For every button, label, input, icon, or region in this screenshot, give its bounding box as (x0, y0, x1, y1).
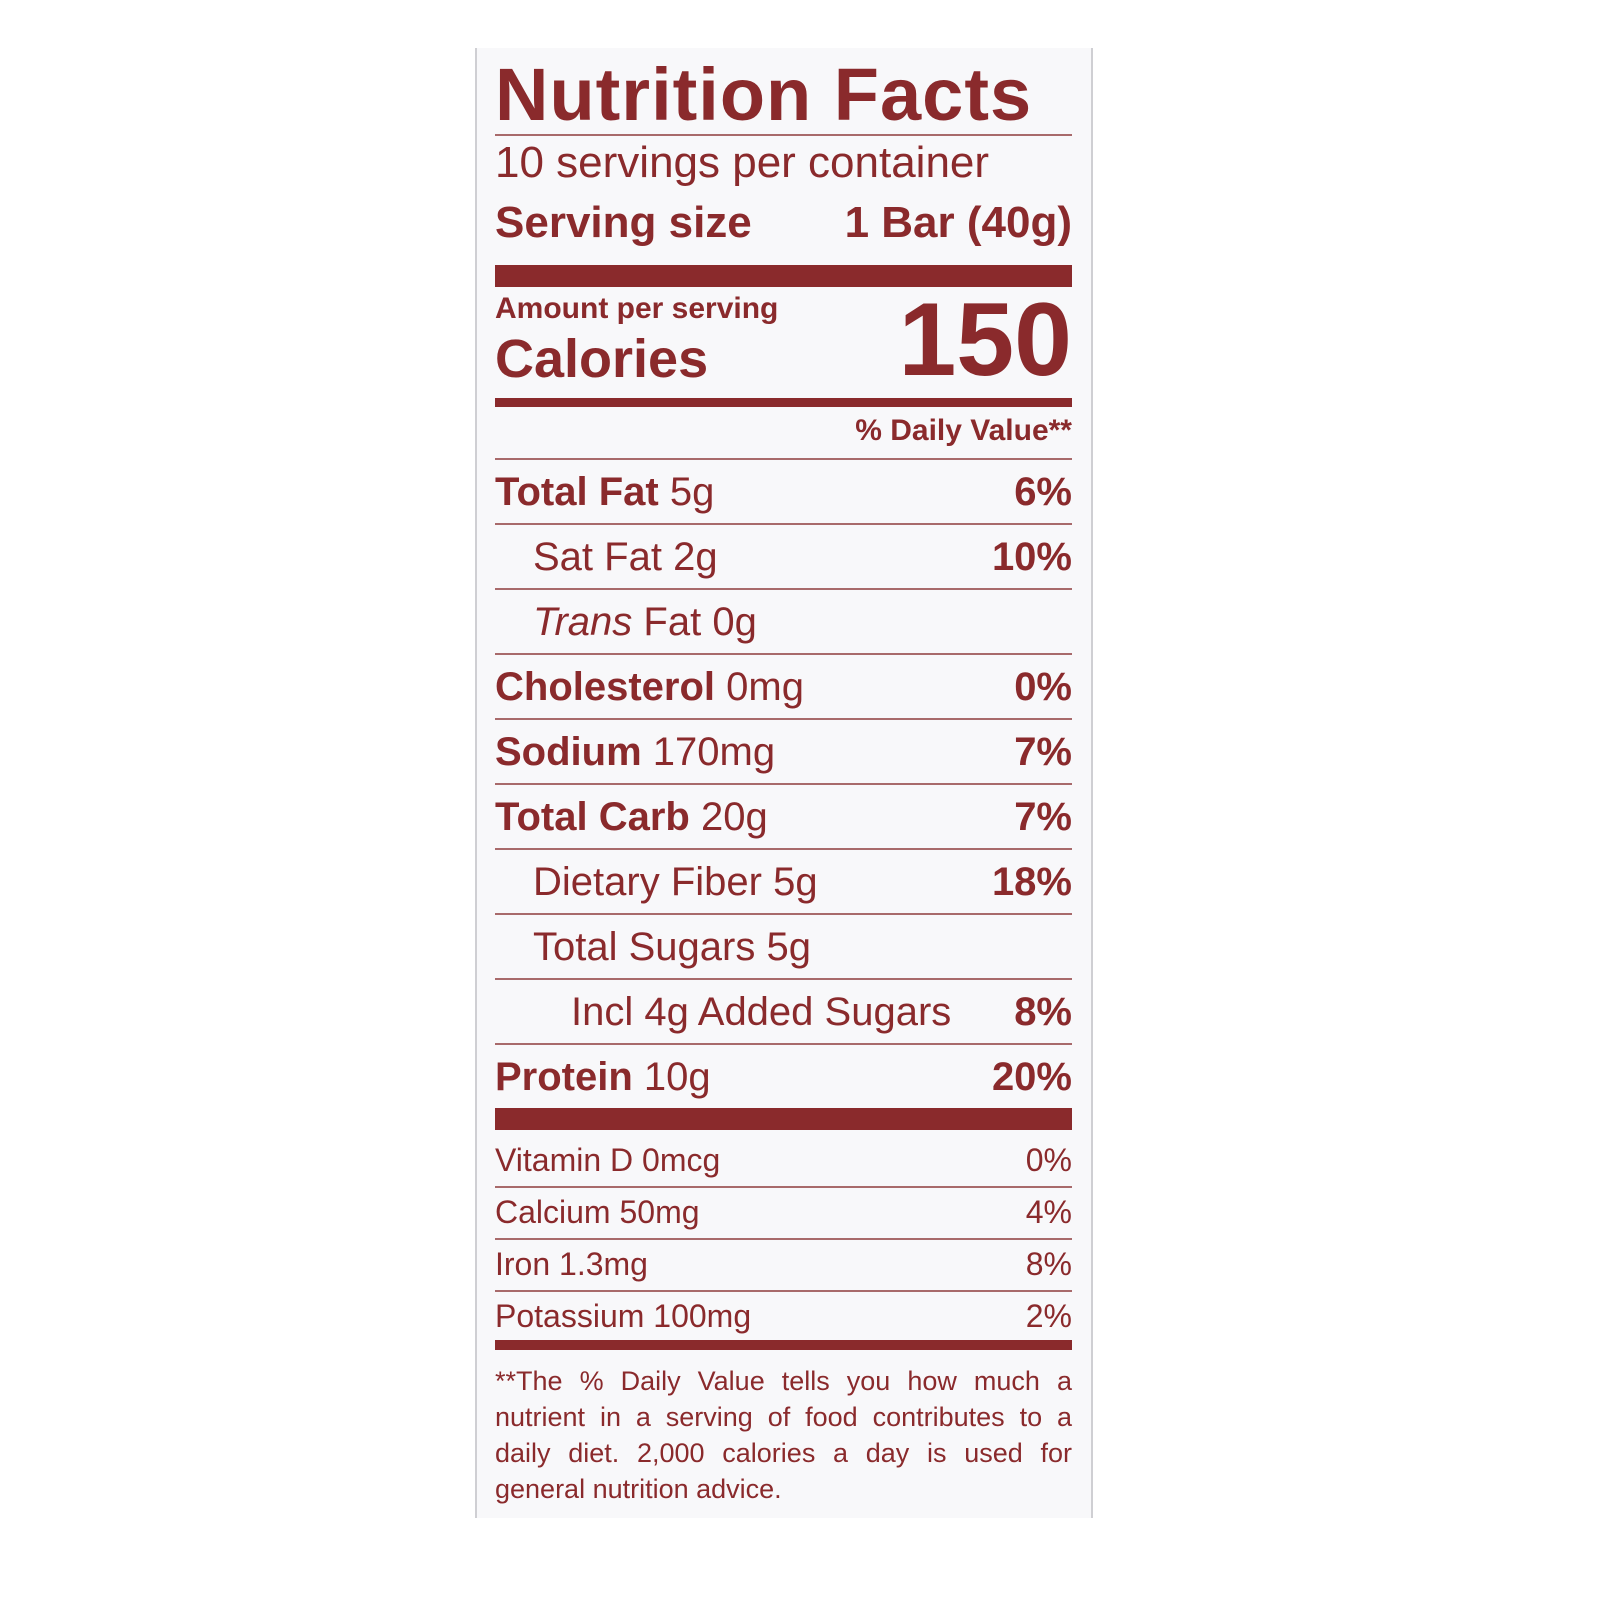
vitamin-daily-value: 4% (1025, 1193, 1072, 1230)
nutrient-amount: 170mg (652, 729, 776, 774)
nutrient-row: Total Carb 20g 7% (495, 787, 1072, 847)
nutrient-text: Dietary Fiber 5g (495, 860, 818, 905)
divider (495, 523, 1072, 525)
nutrient-daily-value: 20% (991, 1054, 1072, 1099)
thick-bar (495, 265, 1072, 287)
servings: 10 servings per container (495, 138, 990, 187)
divider (495, 978, 1072, 980)
medium-bar (495, 1340, 1072, 1350)
nutrient-name: Sat Fat (533, 534, 662, 579)
nutrient-row: Total Sugars 5g (495, 917, 1072, 977)
serving-size-row: Serving size 1 Bar (40g) (495, 198, 1072, 248)
nutrient-name: Total Sugars (533, 924, 756, 969)
amount-per-serving: Amount per serving (495, 292, 779, 325)
nutrient-daily-value: 7% (1014, 729, 1072, 774)
nutrient-text: Sodium 170mg (495, 730, 775, 775)
nutrient-daily-value: 0% (1014, 664, 1072, 709)
vitamin-name: Calcium (495, 1193, 611, 1230)
vitamin-text: Potassium 100mg (495, 1298, 751, 1335)
nutrient-amount: 5g (766, 924, 811, 969)
nutrient-row: Trans Fat 0g (495, 592, 1072, 652)
divider (495, 783, 1072, 785)
vitamin-amount: 100mg (653, 1297, 752, 1334)
medium-bar (495, 398, 1072, 407)
nutrient-daily-value: 18% (991, 859, 1072, 904)
nutrient-row: Dietary Fiber 5g 18% (495, 852, 1072, 912)
serving-size-value: 1 Bar (40g) (844, 198, 1072, 247)
divider (495, 1043, 1072, 1045)
nutrient-name: Incl 4g Added Sugars (571, 989, 952, 1034)
thick-bar (495, 1108, 1072, 1130)
title: Nutrition Facts (495, 53, 1033, 136)
nutrient-row: Sodium 170mg 7% (495, 722, 1072, 782)
nutrient-text: Total Fat 5g (495, 470, 714, 515)
vitamin-daily-value: 8% (1025, 1245, 1072, 1282)
nutrient-amount: 10g (643, 1054, 711, 1099)
divider (495, 848, 1072, 850)
nutrient-name: Sodium (495, 729, 642, 774)
nutrient-amount: 5g (773, 859, 818, 904)
nutrient-name: Cholesterol (495, 664, 716, 709)
nutrient-text: Incl 4g Added Sugars (495, 990, 951, 1035)
nutrient-amount: 0g (712, 599, 757, 644)
vitamin-text: Vitamin D 0mcg (495, 1142, 720, 1179)
divider (495, 718, 1072, 720)
nutrition-label: Nutrition Facts 10 servings per containe… (475, 48, 1093, 1518)
footnote: **The % Daily Value tells you how much a… (495, 1366, 1072, 1504)
vitamin-text: Calcium 50mg (495, 1194, 700, 1231)
divider (495, 1290, 1072, 1292)
calories-value: 150 (898, 282, 1072, 398)
serving-size-label: Serving size (495, 198, 752, 247)
nutrient-name: Dietary Fiber (533, 859, 762, 904)
divider (495, 458, 1072, 460)
nutrient-name: Fat (643, 599, 702, 644)
calories-label: Calories (495, 329, 709, 389)
vitamin-name: Vitamin D (495, 1141, 634, 1178)
vitamin-daily-value: 0% (1025, 1141, 1072, 1178)
nutrient-text: Total Carb 20g (495, 795, 768, 840)
vitamin-amount: 0mcg (642, 1141, 721, 1178)
nutrient-text: Protein 10g (495, 1055, 711, 1100)
divider (495, 588, 1072, 590)
nutrient-daily-value: 6% (1014, 469, 1072, 514)
nutrient-row: Sat Fat 2g 10% (495, 527, 1072, 587)
daily-value-header: % Daily Value** (855, 414, 1072, 447)
nutrient-amount: 0mg (726, 664, 804, 709)
nutrient-name: Total Carb (495, 794, 690, 839)
divider (495, 653, 1072, 655)
vitamin-amount: 1.3mg (559, 1245, 648, 1282)
nutrient-daily-value: 7% (1014, 794, 1072, 839)
divider (495, 913, 1072, 915)
divider (495, 1186, 1072, 1188)
nutrient-amount: 5g (669, 469, 715, 514)
vitamin-name: Potassium (495, 1297, 645, 1334)
nutrient-row: Protein 10g 20% (495, 1047, 1072, 1107)
vitamin-amount: 50mg (619, 1193, 700, 1230)
nutrient-text: Trans Fat 0g (495, 600, 757, 645)
vitamin-name: Iron (495, 1245, 551, 1282)
vitamin-row: Potassium 100mg 2% (495, 1292, 1072, 1340)
divider (495, 134, 1072, 136)
divider (495, 1238, 1072, 1240)
nutrient-daily-value: 10% (991, 534, 1072, 579)
nutrient-row: Incl 4g Added Sugars 8% (495, 982, 1072, 1042)
nutrient-name: Total Fat (495, 469, 659, 514)
nutrient-italic: Trans (533, 599, 633, 644)
nutrient-daily-value: 8% (1014, 989, 1072, 1034)
vitamin-row: Iron 1.3mg 8% (495, 1240, 1072, 1288)
nutrient-row: Total Fat 5g 6% (495, 462, 1072, 522)
vitamin-daily-value: 2% (1025, 1297, 1072, 1334)
nutrient-name: Protein (495, 1054, 633, 1099)
nutrient-row: Cholesterol 0mg 0% (495, 657, 1072, 717)
vitamin-row: Calcium 50mg 4% (495, 1188, 1072, 1236)
nutrient-text: Cholesterol 0mg (495, 665, 804, 710)
vitamin-text: Iron 1.3mg (495, 1246, 648, 1283)
nutrient-text: Sat Fat 2g (495, 535, 718, 580)
nutrient-text: Total Sugars 5g (495, 925, 811, 970)
nutrient-amount: 20g (700, 794, 768, 839)
nutrient-amount: 2g (673, 534, 718, 579)
vitamin-row: Vitamin D 0mcg 0% (495, 1136, 1072, 1184)
